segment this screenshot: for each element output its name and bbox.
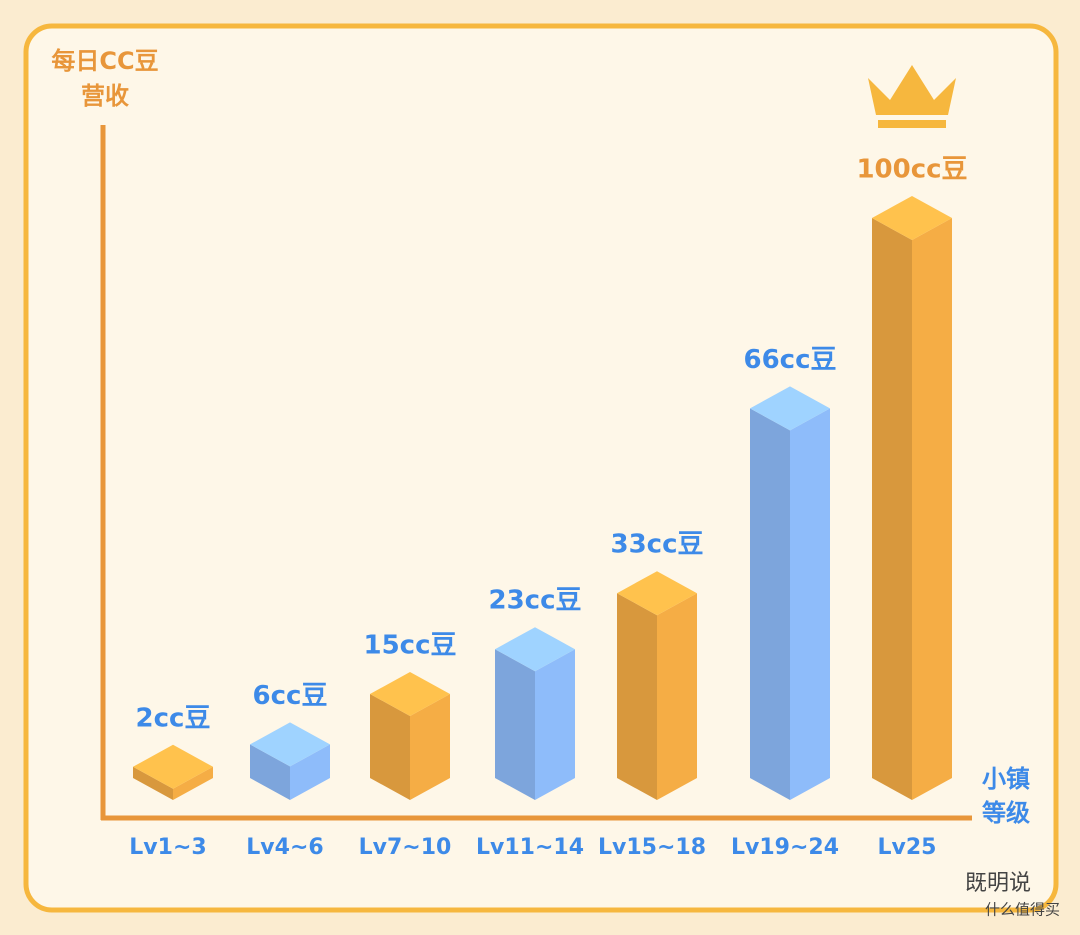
- value-label: 6cc豆: [253, 681, 328, 711]
- value-label: 33cc豆: [610, 530, 703, 560]
- x-axis-label: 等级: [982, 799, 1030, 827]
- value-label: 100cc豆: [856, 155, 967, 185]
- bar-left-face: [370, 694, 410, 800]
- x-tick-label: Lv15~18: [598, 835, 706, 860]
- watermark: 既明说: [965, 871, 1031, 896]
- bar-right-face: [535, 649, 575, 800]
- x-tick-label: Lv7~10: [359, 835, 452, 860]
- bar-right-face: [657, 593, 697, 800]
- bar-top-face: [133, 744, 213, 789]
- x-axis-label: 小镇: [982, 765, 1030, 793]
- bar-right-face: [912, 218, 952, 800]
- x-tick-label: Lv25: [878, 835, 937, 860]
- value-label: 66cc豆: [743, 345, 836, 375]
- bar-left-face: [617, 593, 657, 800]
- bar-top-face: [370, 672, 450, 716]
- bar-top-face: [872, 196, 952, 240]
- crown: [868, 65, 956, 128]
- watermark: 什么值得买: [985, 901, 1060, 919]
- y-axis-label: 每日CC豆: [51, 47, 158, 75]
- value-label: 2cc豆: [136, 703, 211, 733]
- bar-left-face: [495, 649, 535, 800]
- x-tick-label: Lv4~6: [246, 835, 323, 860]
- bar-left-face: [872, 218, 912, 800]
- bar-top-face: [750, 386, 830, 431]
- x-tick-label: Lv11~14: [476, 835, 584, 860]
- y-axis-label: 营收: [81, 82, 129, 110]
- value-label: 23cc豆: [488, 586, 581, 616]
- bar-right-face: [410, 694, 450, 800]
- bar-left-face: [750, 408, 790, 800]
- bar-left-face: [250, 744, 290, 800]
- bar-right-face: [290, 744, 330, 800]
- bar-top-face: [250, 722, 330, 767]
- x-tick-label: Lv1~3: [129, 835, 206, 860]
- bar-top-face: [495, 627, 575, 672]
- bar-right-face: [173, 766, 213, 800]
- bar-left-face: [133, 766, 173, 800]
- value-label: 15cc豆: [363, 631, 456, 661]
- bar-top-face: [617, 571, 697, 616]
- x-tick-label: Lv19~24: [731, 835, 839, 860]
- bar-right-face: [790, 408, 830, 800]
